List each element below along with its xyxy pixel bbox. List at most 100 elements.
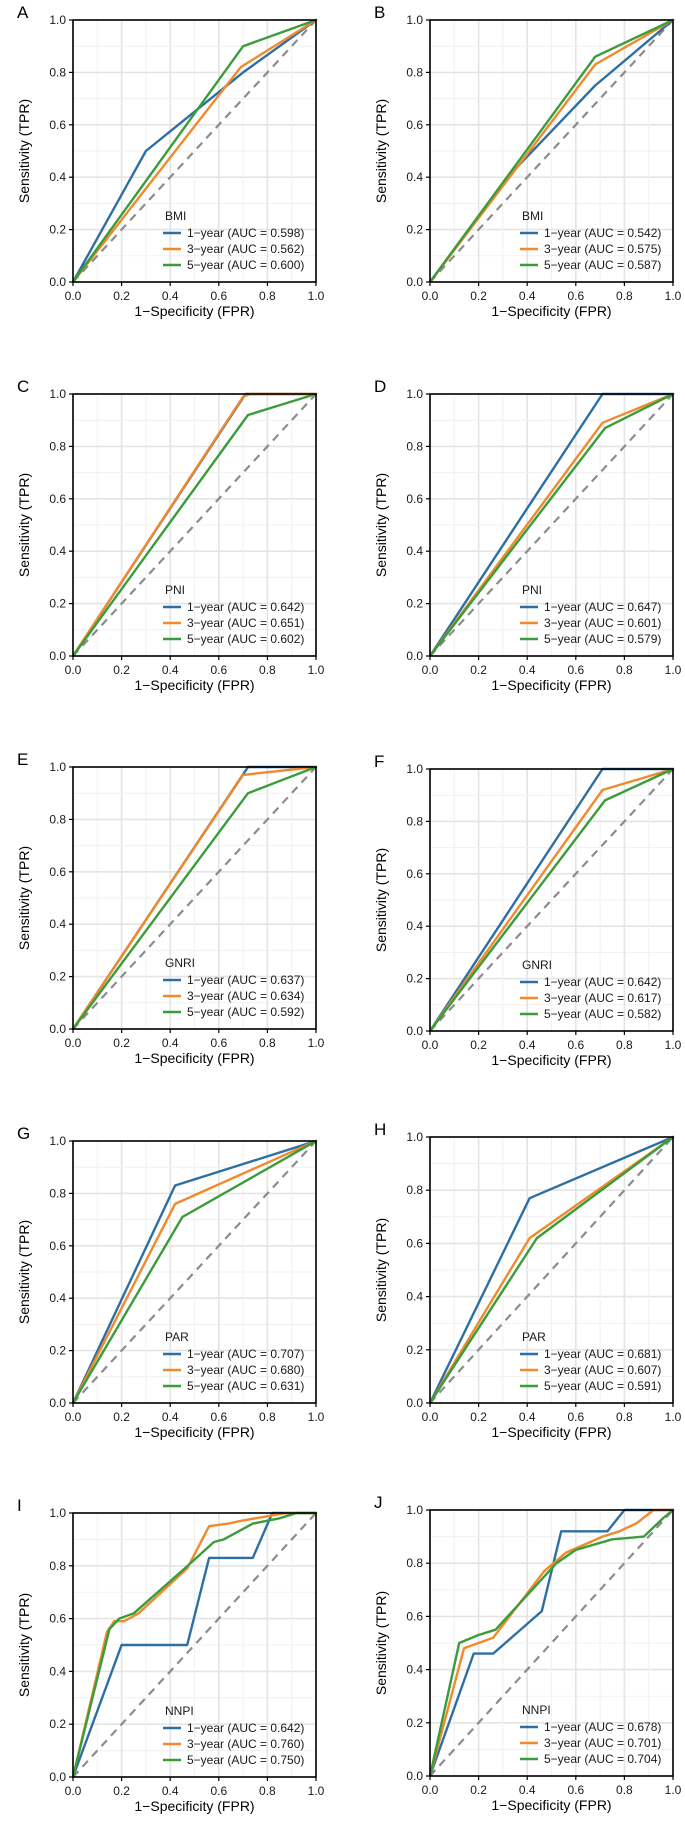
x-axis-label-d: 1−Specificity (FPR) [491, 677, 611, 693]
y-tick-label: 1.0 [406, 1130, 423, 1144]
roc-curve-1-year-j [428, 1508, 675, 1778]
legend-j: NNPI 1−year (AUC = 0.678) 3−year (AUC = 0.… [520, 1703, 661, 1766]
y-tick-label: 1.0 [406, 762, 423, 776]
y-tick-label: 0.6 [406, 867, 423, 881]
y-tick-label: 0.0 [406, 275, 423, 289]
roc-curve-3-year-d [428, 392, 675, 658]
y-tick-label: 0.8 [406, 65, 423, 79]
legend-entry-3-year: 3−year (AUC = 0.617) [544, 991, 661, 1005]
legend-title-b: BMI [522, 209, 543, 223]
chart-panel-f: F 0.0 0.2 0.4 0.6 0.8 1.0 0.0 0.2 0.4 0.6 0.8 1.0 1−S… [373, 752, 682, 1068]
legend-h: PAR 1−year (AUC = 0.681) 3−year (AUC = 0.6… [520, 1330, 661, 1393]
y-axis-label-e: Sensitivity (TPR) [16, 846, 32, 950]
y-tick-label: 0.8 [49, 812, 66, 826]
y-tick-label: 1.0 [49, 13, 66, 27]
reference-diagonal [72, 1512, 317, 1778]
panel-letter-b: B [374, 3, 385, 22]
y-tick-label: 0.6 [49, 492, 66, 506]
reference-diagonal [72, 766, 317, 1030]
legend-entry-1-year: 1−year (AUC = 0.681) [544, 1347, 661, 1361]
legend-g: PAR 1−year (AUC = 0.707) 3−year (AUC = 0.6… [163, 1330, 304, 1393]
reference-diagonal [429, 768, 674, 1032]
x-tick-label: 0.6 [567, 663, 584, 677]
roc-curve-1-year-h [428, 1135, 675, 1405]
y-tick-label: 0.4 [406, 544, 423, 558]
legend-title-i: NNPI [165, 1704, 194, 1718]
x-tick-label: 0.0 [422, 1410, 439, 1424]
y-axis-label-d: Sensitivity (TPR) [373, 473, 389, 577]
x-tick-label: 1.0 [665, 663, 682, 677]
chart-panel-a: A 0.0 0.2 0.4 0.6 0.8 1.0 0.0 0.2 0.4 0.6 0.8 1.0 1−S… [16, 3, 325, 319]
y-tick-label: 0.4 [49, 917, 66, 931]
x-tick-label: 0.6 [567, 1038, 584, 1052]
y-tick-label: 1.0 [406, 13, 423, 27]
x-tick-label: 0.8 [616, 1038, 633, 1052]
legend-i: NNPI 1−year (AUC = 0.642) 3−year (AUC = 0.… [163, 1704, 304, 1767]
x-tick-label: 0.4 [162, 663, 179, 677]
x-axis-label-e: 1−Specificity (FPR) [134, 1050, 254, 1066]
y-tick-label: 0.0 [406, 649, 423, 663]
y-tick-label: 0.8 [49, 65, 66, 79]
y-tick-label: 0.0 [406, 1024, 423, 1038]
y-tick-label: 0.4 [49, 1291, 66, 1305]
x-tick-label: 0.0 [65, 289, 82, 303]
x-tick-label: 0.2 [113, 289, 130, 303]
legend-entry-5-year: 5−year (AUC = 0.579) [544, 632, 661, 646]
legend-entry-1-year: 1−year (AUC = 0.642) [187, 1721, 304, 1735]
x-tick-label: 0.4 [162, 1784, 179, 1798]
chart-panel-d: D 0.0 0.2 0.4 0.6 0.8 1.0 0.0 0.2 0.4 0.6 0.8 1.0 1−S… [373, 377, 682, 693]
roc-curve-3-year-j [428, 1508, 675, 1778]
y-tick-label: 1.0 [406, 387, 423, 401]
y-axis-label-i: Sensitivity (TPR) [16, 1593, 32, 1697]
y-axis-label-g: Sensitivity (TPR) [16, 1220, 32, 1324]
y-tick-label: 0.2 [406, 223, 423, 237]
x-axis-label-h: 1−Specificity (FPR) [491, 1424, 611, 1440]
y-tick-label: 0.4 [49, 544, 66, 558]
plot-frame-d [429, 393, 674, 657]
x-tick-label: 0.6 [210, 1410, 227, 1424]
legend-f: GNRI 1−year (AUC = 0.642) 3−year (AUC = 0.… [520, 958, 661, 1021]
plot-frame-g [72, 1140, 317, 1404]
legend-title-f: GNRI [522, 958, 552, 972]
y-tick-label: 1.0 [406, 1503, 423, 1517]
x-tick-label: 0.2 [113, 1036, 130, 1050]
y-tick-label: 0.6 [406, 492, 423, 506]
x-tick-label: 0.2 [470, 1410, 487, 1424]
y-axis-label-f: Sensitivity (TPR) [373, 848, 389, 952]
panel-letter-i: I [17, 1496, 22, 1515]
roc-curve-1-year-g [71, 1139, 318, 1405]
x-tick-label: 0.8 [259, 1784, 276, 1798]
roc-curve-5-year-h [428, 1135, 675, 1405]
legend-entry-3-year: 3−year (AUC = 0.634) [187, 989, 304, 1003]
legend-entry-3-year: 3−year (AUC = 0.607) [544, 1363, 661, 1377]
x-tick-label: 1.0 [308, 1410, 325, 1424]
y-tick-label: 0.8 [49, 439, 66, 453]
plot-frame-e [72, 766, 317, 1030]
chart-panel-g: G 0.0 0.2 0.4 0.6 0.8 1.0 0.0 0.2 0.4 0.6 0.8 1.0 1−S… [16, 1124, 325, 1440]
y-tick-label: 0.6 [49, 118, 66, 132]
x-tick-label: 0.0 [422, 289, 439, 303]
panel-letter-c: C [17, 377, 29, 396]
legend-entry-3-year: 3−year (AUC = 0.601) [544, 616, 661, 630]
x-tick-label: 0.6 [567, 1410, 584, 1424]
roc-curve-5-year-j [428, 1508, 675, 1778]
legend-entry-1-year: 1−year (AUC = 0.678) [544, 1720, 661, 1734]
y-tick-label: 0.2 [49, 1717, 66, 1731]
roc-curve-3-year-h [428, 1135, 675, 1405]
legend-entry-3-year: 3−year (AUC = 0.701) [544, 1736, 661, 1750]
legend-entry-5-year: 5−year (AUC = 0.602) [187, 632, 304, 646]
x-tick-label: 0.2 [470, 663, 487, 677]
reference-diagonal [72, 1140, 317, 1404]
x-tick-label: 0.6 [210, 663, 227, 677]
legend-entry-1-year: 1−year (AUC = 0.642) [544, 975, 661, 989]
y-tick-label: 0.0 [49, 275, 66, 289]
x-tick-label: 0.2 [470, 289, 487, 303]
x-tick-label: 0.4 [519, 289, 536, 303]
y-tick-label: 0.2 [406, 1343, 423, 1357]
y-tick-label: 0.2 [49, 1344, 66, 1358]
legend-entry-1-year: 1−year (AUC = 0.642) [187, 600, 304, 614]
x-axis-label-f: 1−Specificity (FPR) [491, 1052, 611, 1068]
legend-entry-3-year: 3−year (AUC = 0.760) [187, 1737, 304, 1751]
legend-entry-1-year: 1−year (AUC = 0.598) [187, 226, 304, 240]
